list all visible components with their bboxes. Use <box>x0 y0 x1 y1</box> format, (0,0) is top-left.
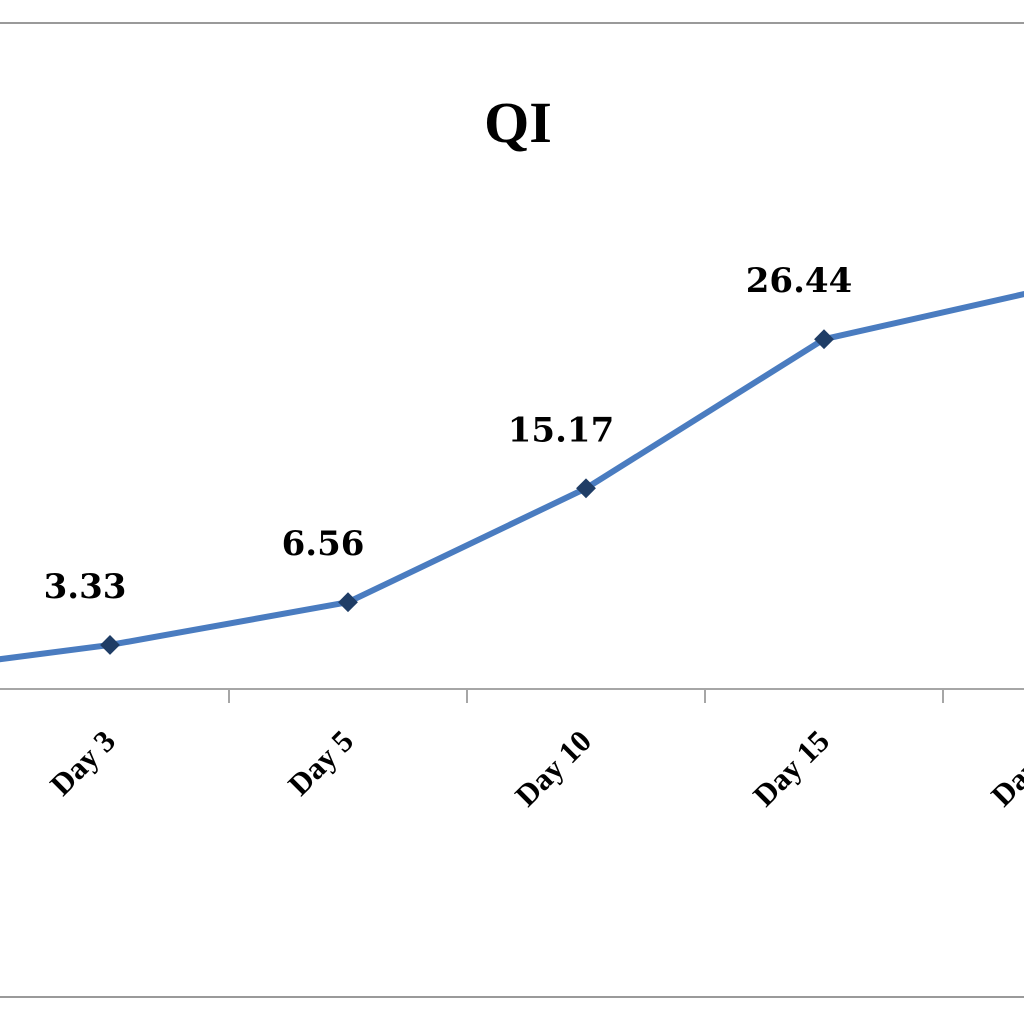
x-tick-label: Day 20 <box>984 723 1024 813</box>
x-axis-ticks <box>228 689 944 703</box>
data-point-marker <box>100 635 120 655</box>
x-tick-labels: Day 3 Day 5 Day 10 Day 15 Day 20 <box>43 723 1024 813</box>
data-point-marker <box>814 329 834 350</box>
data-point-marker <box>576 478 596 499</box>
data-label: 6.56 <box>282 524 365 564</box>
chart-frame <box>0 22 1024 998</box>
data-label: 3.33 <box>44 567 127 607</box>
data-label: 26.44 <box>746 261 852 301</box>
x-tick-label: Day 5 <box>281 723 360 802</box>
series-markers <box>100 329 834 655</box>
chart-title: QI <box>484 90 552 155</box>
x-tick-label: Day 10 <box>508 723 598 813</box>
x-tick-label: Day 3 <box>43 723 122 802</box>
x-tick-label: Day 15 <box>746 723 836 813</box>
data-point-marker <box>338 592 358 613</box>
series-line <box>0 290 1024 663</box>
data-label: 15.17 <box>508 410 614 450</box>
